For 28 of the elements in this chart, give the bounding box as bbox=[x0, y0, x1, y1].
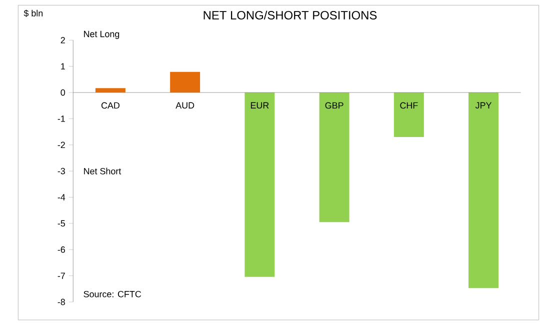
annotation: Source: CFTC bbox=[84, 290, 142, 298]
y-tick-label: -8 bbox=[58, 298, 65, 306]
y-tick-label: -4 bbox=[58, 194, 66, 200]
chart-title: NET LONG/SHORT POSITIONS bbox=[204, 10, 377, 20]
y-tick-label: -6 bbox=[58, 246, 65, 253]
annotation: Net Short bbox=[84, 168, 122, 174]
x-tick-label: AUD bbox=[176, 102, 194, 108]
y-tick-label: 1 bbox=[61, 63, 65, 70]
x-tick-label: GBP bbox=[325, 102, 344, 109]
y-tick-label: -3 bbox=[58, 168, 65, 174]
bar bbox=[170, 72, 200, 92]
bar bbox=[319, 92, 350, 222]
bar bbox=[394, 92, 424, 137]
bar bbox=[244, 92, 275, 277]
y-axis-title: $ bln bbox=[24, 10, 43, 17]
y-tick-label: 0 bbox=[60, 89, 66, 96]
y-tick-label: -1 bbox=[58, 116, 65, 122]
x-tick-label: JPY bbox=[475, 102, 492, 108]
bar bbox=[95, 88, 126, 92]
text: Net Long bbox=[84, 30, 120, 39]
x-tick-label: CAD bbox=[101, 102, 120, 109]
y-tick-label: -2 bbox=[58, 142, 65, 148]
y-tick-label: -7 bbox=[58, 272, 65, 279]
x-tick-label: EUR bbox=[250, 102, 269, 108]
y-tick-label: 2 bbox=[60, 36, 65, 44]
x-tick-label: CHF bbox=[400, 102, 418, 109]
y-tick-label: -5 bbox=[58, 220, 66, 226]
bar bbox=[468, 92, 499, 288]
